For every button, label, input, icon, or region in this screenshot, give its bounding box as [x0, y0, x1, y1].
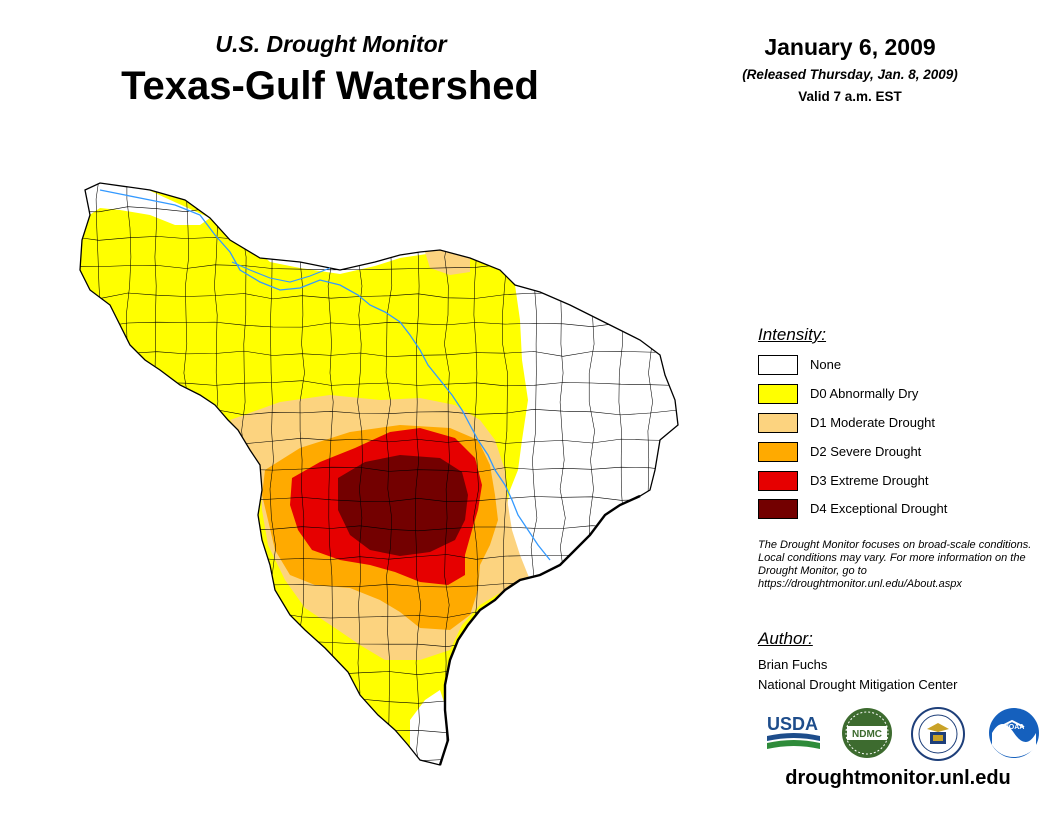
- legend-item-d3: D3 Extreme Drought: [758, 471, 1038, 495]
- svg-text:USDA: USDA: [767, 714, 818, 734]
- map-title: Texas-Gulf Watershed: [121, 64, 539, 108]
- legend-label: D0 Abnormally Dry: [810, 386, 919, 401]
- disclaimer-note: The Drought Monitor focuses on broad-sca…: [758, 539, 1032, 590]
- county-line: [675, 183, 678, 765]
- commerce-seal-logo: [911, 707, 965, 761]
- drought-intensity-layer: [80, 183, 678, 765]
- legend-swatch: [758, 355, 798, 375]
- valid-time: Valid 7 a.m. EST: [798, 89, 902, 104]
- gulf-coastline: [438, 494, 641, 766]
- legend-swatch: [758, 413, 798, 433]
- map-date: January 6, 2009: [764, 34, 936, 60]
- legend-swatch: [758, 442, 798, 462]
- county-line: [357, 183, 363, 765]
- author-heading: Author:: [758, 629, 813, 648]
- drought-map: [67, 170, 679, 779]
- legend-item-d0: D0 Abnormally Dry: [758, 384, 1038, 408]
- county-line: [385, 183, 393, 765]
- legend-label: None: [810, 357, 842, 372]
- legend-label: D4 Exceptional Drought: [810, 501, 948, 516]
- river: [99, 189, 551, 561]
- author-organization: National Drought Mitigation Center: [758, 677, 958, 692]
- d4-area: [338, 455, 468, 556]
- legend-item-d1: D1 Moderate Drought: [758, 413, 1038, 437]
- none-area-south: [410, 690, 450, 765]
- legend-swatch: [758, 384, 798, 404]
- legend-title: Intensity:: [758, 325, 827, 344]
- county-line: [414, 183, 422, 765]
- legend-swatch: [758, 471, 798, 491]
- legend-label: D2 Severe Drought: [810, 444, 922, 459]
- county-line: [80, 321, 678, 328]
- noaa-logo: NOAA: [989, 708, 1039, 758]
- legend-label: D1 Moderate Drought: [810, 415, 936, 430]
- legend-item-d2: D2 Severe Drought: [758, 442, 1038, 466]
- ndmc-logo: NDMC: [842, 708, 892, 758]
- county-line: [70, 177, 679, 182]
- author-name: Brian Fuchs: [758, 657, 828, 672]
- svg-text:NOAA: NOAA: [1004, 724, 1025, 731]
- release-date: (Released Thursday, Jan. 8, 2009): [742, 67, 958, 82]
- river-tributary: [231, 261, 331, 283]
- legend-item-d4: D4 Exceptional Drought: [758, 499, 1038, 523]
- county-line: [80, 756, 678, 764]
- usda-logo: USDA: [767, 714, 820, 749]
- legend-label: D3 Extreme Drought: [810, 473, 929, 488]
- county-line: [67, 170, 73, 779]
- county-line: [80, 728, 678, 735]
- county-line: [80, 350, 678, 357]
- svg-text:NDMC: NDMC: [852, 729, 882, 740]
- legend-item-none: None: [758, 355, 1038, 379]
- map-subtitle: U.S. Drought Monitor: [215, 31, 447, 57]
- website-link[interactable]: droughtmonitor.unl.edu: [785, 767, 1011, 789]
- legend-swatch: [758, 499, 798, 519]
